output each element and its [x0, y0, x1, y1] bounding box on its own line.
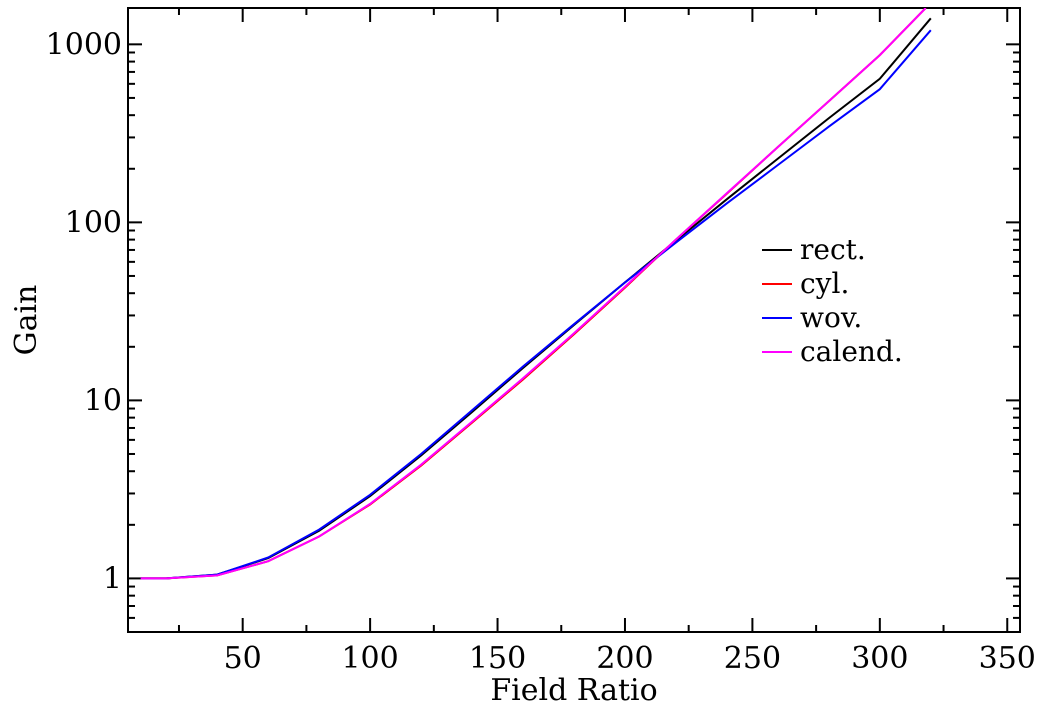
y-tick-label: 1000 — [46, 27, 122, 62]
x-axis-label: Field Ratio — [490, 673, 657, 706]
y-axis-label: Gain — [9, 285, 44, 356]
legend-label: rect. — [800, 233, 866, 266]
x-tick-label: 350 — [979, 641, 1036, 676]
y-tick-label: 100 — [65, 205, 122, 240]
legend-label: calend. — [800, 335, 903, 368]
axis-ticks — [128, 8, 1020, 633]
x-tick-label: 50 — [224, 641, 262, 676]
x-tick-label: 300 — [851, 641, 908, 676]
tick-labels: 50 100 150 200 250 300 350 1 10 100 1000 — [46, 27, 1036, 676]
series-line-wov — [140, 29, 932, 580]
series-line-calend — [140, 8, 927, 580]
x-tick-label: 100 — [341, 641, 398, 676]
x-tick-label: 250 — [724, 641, 781, 676]
x-tick-label: 200 — [596, 641, 653, 676]
legend: rect.cyl.wov.calend. — [762, 233, 903, 368]
series-lines — [140, 8, 932, 580]
y-tick-label: 1 — [103, 561, 122, 596]
plot-frame — [127, 7, 1021, 633]
y-tick-label: 10 — [84, 383, 122, 418]
legend-label: cyl. — [800, 267, 849, 300]
legend-label: wov. — [800, 301, 862, 334]
x-tick-label: 150 — [469, 641, 526, 676]
